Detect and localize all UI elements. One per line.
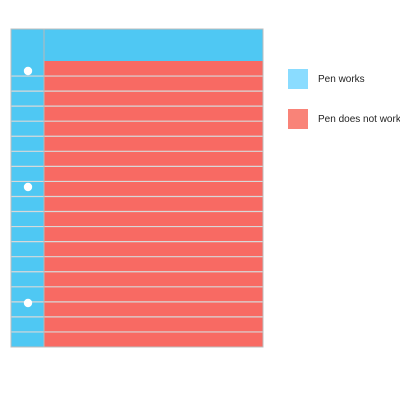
punch-hole-2 — [23, 182, 33, 192]
paper-border — [10, 28, 264, 348]
legend-label-pen-works: Pen works — [318, 74, 365, 85]
legend-swatch-pen-works — [288, 69, 308, 89]
header-band — [11, 29, 263, 61]
legend: Pen works Pen does not work — [288, 69, 400, 129]
legend-swatch-pen-does-not-work — [288, 109, 308, 129]
notebook-paper — [10, 28, 264, 348]
legend-label-pen-does-not-work: Pen does not work — [318, 114, 400, 125]
punch-hole-1 — [23, 66, 33, 76]
punch-hole-3 — [23, 298, 33, 308]
ruled-area — [44, 61, 263, 347]
